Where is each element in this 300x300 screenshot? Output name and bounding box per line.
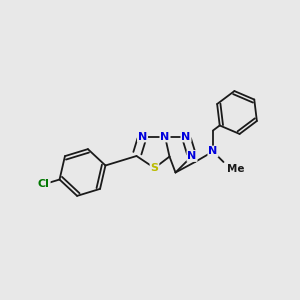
Text: S: S — [151, 163, 158, 173]
Text: N: N — [208, 146, 217, 157]
Text: N: N — [188, 151, 196, 161]
Text: Me: Me — [227, 164, 244, 174]
Text: N: N — [138, 131, 147, 142]
Text: N: N — [160, 131, 169, 142]
Text: N: N — [182, 131, 190, 142]
Text: Cl: Cl — [38, 179, 50, 189]
